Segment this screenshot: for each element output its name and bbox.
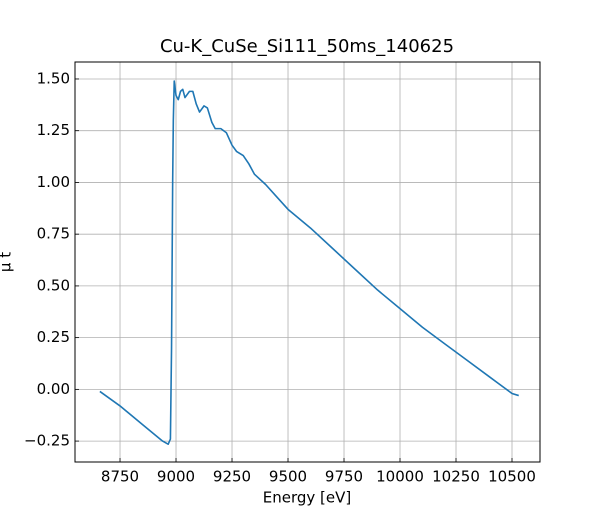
data-line <box>99 80 519 445</box>
y-tick-label: 1.25 <box>37 121 70 139</box>
y-tick-label: 1.00 <box>37 173 70 191</box>
x-tick-label: 10500 <box>488 468 536 486</box>
x-tick-label: 9000 <box>157 468 195 486</box>
y-tick-label: 0.75 <box>37 225 70 243</box>
x-tick-label: 9500 <box>269 468 307 486</box>
x-tick-label: 10250 <box>432 468 480 486</box>
x-tick-label: 9250 <box>213 468 251 486</box>
x-tick-label: 8750 <box>101 468 139 486</box>
x-axis-label: Energy [eV] <box>263 489 351 507</box>
y-axis-label: μ t <box>0 252 15 272</box>
y-tick-label: 0.25 <box>37 328 70 346</box>
x-tick-label: 10000 <box>376 468 424 486</box>
y-tick-label: 1.50 <box>37 69 70 87</box>
plot-frame <box>74 61 541 463</box>
y-tick-label: 0.00 <box>37 380 70 398</box>
chart-title: Cu-K_CuSe_Si111_50ms_140625 <box>160 36 454 57</box>
y-tick-label: −0.25 <box>24 432 70 450</box>
x-tick-label: 9750 <box>325 468 363 486</box>
y-tick-label: 0.50 <box>37 276 70 294</box>
